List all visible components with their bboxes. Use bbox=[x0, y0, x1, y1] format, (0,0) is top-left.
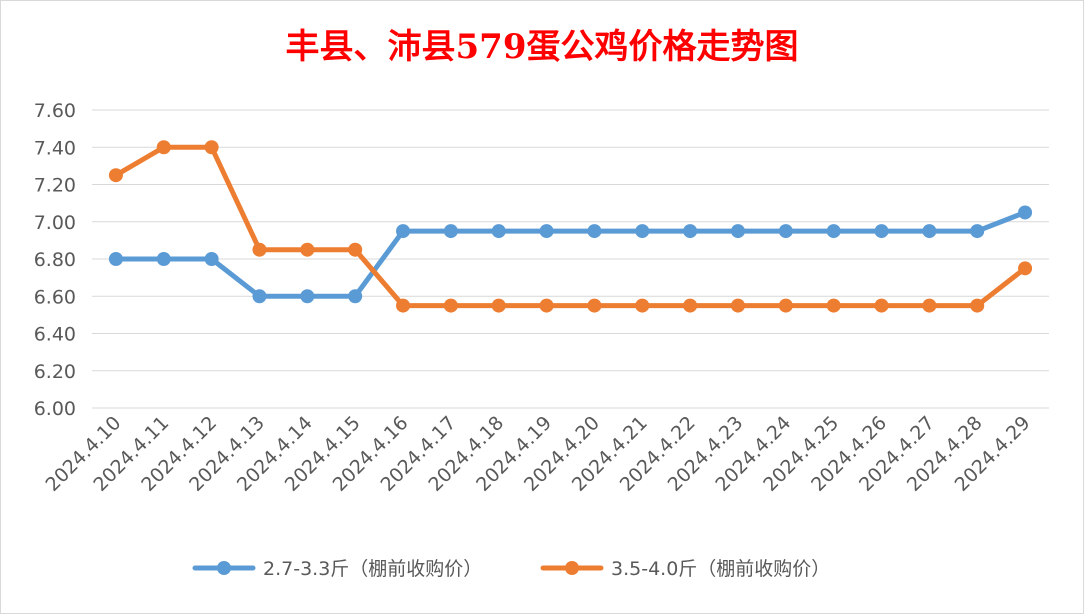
y-tick-label: 6.20 bbox=[34, 361, 76, 383]
legend-item: 2.7-3.3斤（棚前收购价） bbox=[192, 558, 482, 580]
y-tick-label: 6.60 bbox=[34, 286, 76, 308]
series-lines bbox=[108, 140, 1033, 313]
y-tick-label: 7.00 bbox=[34, 212, 76, 234]
series-2-point bbox=[635, 298, 650, 313]
series-1-point bbox=[683, 224, 698, 239]
series-1-point bbox=[156, 252, 171, 266]
series-1-point bbox=[491, 224, 506, 239]
series-2-point bbox=[539, 298, 554, 313]
series-1-point bbox=[443, 224, 458, 239]
series-2-point bbox=[156, 140, 171, 155]
series-2-point bbox=[396, 298, 411, 313]
y-tick-label: 6.80 bbox=[34, 249, 76, 271]
series-2-point bbox=[970, 298, 985, 313]
series-1-point bbox=[396, 224, 411, 239]
series-1-point bbox=[539, 224, 554, 239]
series-2-point bbox=[348, 242, 363, 257]
y-tick-label: 7.40 bbox=[34, 137, 76, 159]
legend-marker bbox=[217, 561, 231, 575]
series-2-point bbox=[730, 298, 745, 313]
y-axis-ticks: 7.60 7.40 7.20 7.00 6.80 6.60 6.40 6.20 6.00 bbox=[34, 100, 76, 420]
series-2-point bbox=[922, 298, 937, 313]
series-1-point bbox=[1018, 205, 1033, 220]
series-2 bbox=[108, 140, 1033, 313]
legend-label: 3.5-4.0斤（棚前收购价） bbox=[611, 558, 830, 580]
series-2-point bbox=[108, 168, 123, 183]
series-1-point bbox=[826, 224, 841, 239]
series-1-point bbox=[300, 289, 315, 304]
series-1-point bbox=[252, 289, 267, 304]
series-1 bbox=[108, 205, 1033, 304]
series-1-point bbox=[778, 224, 793, 239]
series-1-point bbox=[348, 289, 363, 304]
series-2-point bbox=[778, 298, 793, 313]
series-1-point bbox=[874, 224, 889, 239]
series-2-point bbox=[683, 298, 698, 313]
series-2-point bbox=[443, 298, 458, 313]
y-tick-label: 7.20 bbox=[34, 175, 76, 197]
legend-label: 2.7-3.3斤（棚前收购价） bbox=[263, 558, 482, 580]
series-2-point bbox=[300, 242, 315, 257]
chart-title: 丰县、沛县579蛋公鸡价格走势图 bbox=[286, 27, 799, 67]
legend-item: 3.5-4.0斤（棚前收购价） bbox=[540, 558, 830, 580]
series-2-line bbox=[113, 144, 1028, 309]
series-1-point bbox=[108, 252, 123, 266]
series-2-point bbox=[252, 242, 267, 257]
series-2-point bbox=[1018, 261, 1033, 276]
series-2-point bbox=[826, 298, 841, 313]
series-1-line bbox=[113, 209, 1028, 299]
gridlines bbox=[92, 109, 1049, 409]
legend: 2.7-3.3斤（棚前收购价） 3.5-4.0斤（棚前收购价） bbox=[192, 558, 830, 580]
y-tick-label: 6.40 bbox=[34, 324, 76, 346]
legend-marker bbox=[565, 561, 579, 575]
y-tick-label: 7.60 bbox=[34, 100, 76, 122]
x-axis-ticks: 2024.4.102024.4.112024.4.122024.4.132024… bbox=[42, 412, 1035, 496]
series-2-point bbox=[587, 298, 602, 313]
series-1-point bbox=[970, 224, 985, 239]
series-2-point bbox=[491, 298, 506, 313]
series-1-point bbox=[730, 224, 745, 239]
series-1-point bbox=[922, 224, 937, 239]
series-1-point bbox=[204, 252, 219, 266]
series-1-point bbox=[587, 224, 602, 239]
y-tick-label: 6.00 bbox=[34, 398, 76, 420]
series-1-point bbox=[635, 224, 650, 239]
series-2-point bbox=[204, 140, 219, 155]
series-2-point bbox=[874, 298, 889, 313]
